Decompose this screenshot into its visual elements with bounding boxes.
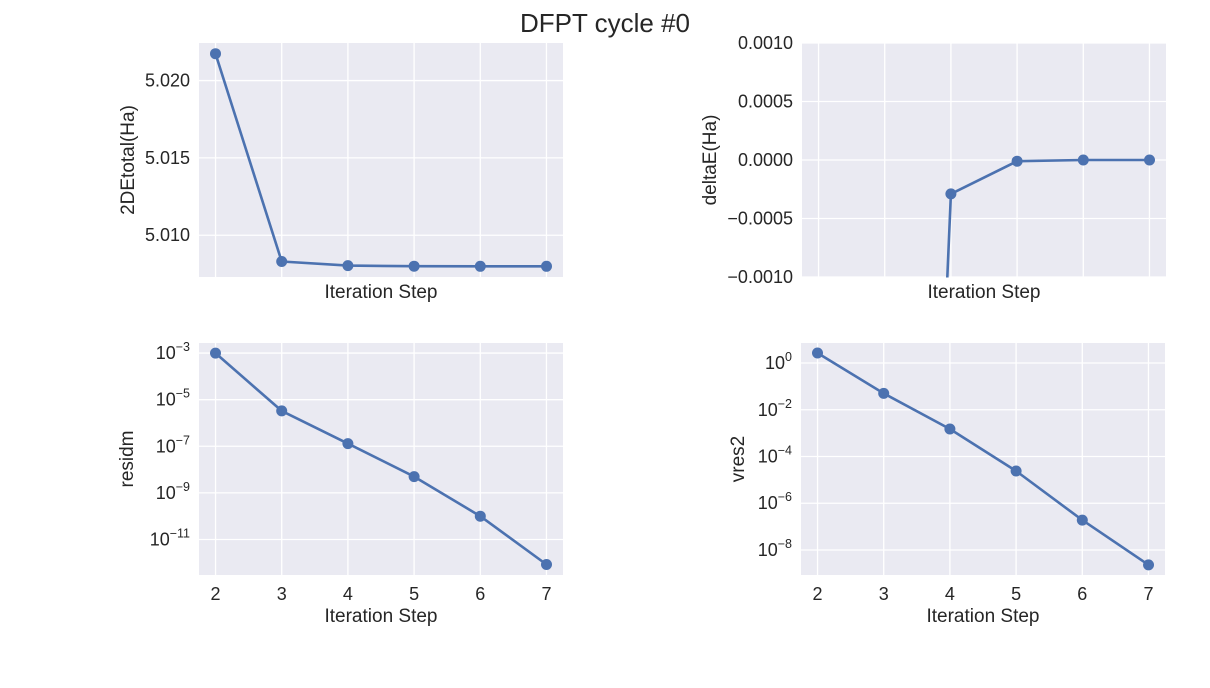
data-line: [214, 351, 548, 566]
y-tick-label: 10−8: [758, 537, 792, 560]
data-point: [408, 260, 420, 272]
data-point: [408, 471, 420, 483]
x-tick-label: 4: [343, 584, 353, 604]
plot-area: [199, 43, 563, 277]
data-line: [214, 52, 548, 268]
data-point: [541, 559, 552, 570]
data-point: [1077, 154, 1089, 166]
x-axis-label: Iteration Step: [324, 606, 437, 627]
y-tick-label: 5.010: [145, 225, 190, 245]
data-point: [474, 510, 486, 522]
y-tick-label: 0.0010: [738, 33, 793, 53]
data-series: [812, 347, 1154, 571]
data-point: [210, 347, 221, 359]
y-tick-label: −0.0010: [727, 267, 793, 287]
y-axis-label: vres2: [728, 436, 749, 482]
y-tick-label: 10−5: [156, 387, 190, 410]
x-axis-label: Iteration Step: [927, 282, 1040, 303]
y-tick-label: 5.015: [145, 148, 190, 168]
x-tick-label: 6: [475, 584, 485, 604]
x-axis-label: Iteration Step: [324, 282, 437, 303]
y-tick-label: 10−11: [150, 527, 190, 550]
data-point: [541, 260, 552, 272]
figure-title: DFPT cycle #0: [519, 8, 690, 38]
subplot-2detotal: 5.010 5.015 5.020 Iteration Step 2DEtotal(Ha…: [118, 43, 563, 303]
y-tick-label: 10−2: [758, 397, 792, 420]
y-tick-label: 5.020: [145, 71, 190, 91]
y-axis-label: 2DEtotal(Ha): [118, 105, 139, 215]
data-point: [945, 188, 957, 200]
y-tick-label: 10−3: [156, 340, 190, 363]
data-point: [276, 256, 288, 267]
y-tick-label: 10−9: [156, 480, 190, 503]
data-point: [342, 438, 354, 450]
subplot-residm: 10−3 10−5 10−7 10−9 10−11 2 3 4 5 6 7 Iteration Ste…: [117, 340, 563, 627]
data-series: [210, 347, 552, 570]
x-tick-label: 3: [277, 584, 287, 604]
x-tick-label: 5: [409, 584, 419, 604]
data-series: [945, 154, 1155, 278]
data-line: [816, 351, 1150, 567]
data-point: [342, 260, 354, 272]
y-tick-label: 10−4: [758, 444, 792, 467]
data-point: [1011, 155, 1023, 167]
data-point: [276, 405, 288, 417]
data-point: [878, 387, 890, 399]
x-tick-label: 7: [541, 584, 551, 604]
data-point: [474, 260, 486, 272]
data-point: [210, 48, 221, 60]
data-point: [944, 423, 956, 435]
x-tick-label: 2: [813, 584, 823, 604]
data-point: [1143, 559, 1154, 571]
y-tick-label: 100: [765, 350, 792, 373]
y-axis-label: deltaE(Ha): [700, 115, 721, 206]
y-tick-label: 10−6: [758, 490, 792, 513]
x-tick-label: 4: [945, 584, 955, 604]
data-point: [1010, 465, 1022, 477]
subplot-deltae: 0.0010 0.0005 0.0000 −0.0005 −0.0010 Iteratio…: [700, 33, 1166, 303]
x-tick-label: 5: [1011, 584, 1021, 604]
y-axis-label: residm: [117, 430, 138, 487]
y-tick-label: 0.0000: [738, 150, 793, 170]
x-axis-label: Iteration Step: [926, 606, 1039, 627]
x-tick-label: 7: [1143, 584, 1153, 604]
data-series: [210, 48, 552, 272]
y-tick-label: 0.0005: [738, 92, 793, 112]
x-tick-label: 6: [1077, 584, 1087, 604]
data-point: [1144, 154, 1155, 166]
y-tick-label: −0.0005: [727, 209, 793, 229]
subplot-vres2: 100 10−2 10−4 10−6 10−8 2 3 4 5 6 7 Iteration Step v…: [728, 343, 1165, 627]
data-point: [812, 347, 823, 359]
y-tick-label: 10−7: [156, 433, 190, 456]
data-point: [1076, 514, 1088, 526]
x-tick-label: 2: [211, 584, 221, 604]
x-tick-label: 3: [879, 584, 889, 604]
